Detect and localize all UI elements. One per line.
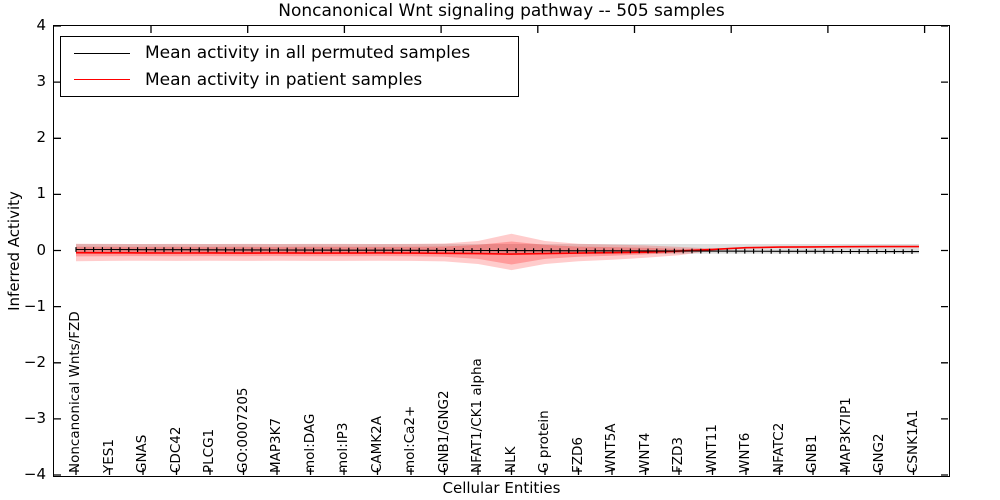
x-tick-label: MAP3K7 [268, 417, 284, 473]
y-tick-label: −4 [23, 465, 46, 483]
legend-label: Mean activity in all permuted samples [145, 43, 471, 64]
y-tick-label: −3 [23, 408, 46, 427]
x-tick-label: G protein [536, 410, 552, 473]
x-tick-label: CAMK2A [368, 416, 385, 473]
x-tick-label: NFAT1/CK1 alpha [469, 358, 485, 473]
legend-item-permuted: Mean activity in all permuted samples [74, 43, 518, 63]
x-tick-label: FZD3 [670, 437, 686, 473]
patient-sample-inner-range-band [76, 241, 919, 265]
x-tick-label: CSNK1A1 [904, 409, 921, 473]
x-tick-label: GNG2 [871, 433, 887, 473]
y-tick-label: 4 [36, 16, 46, 34]
y-tick-label: 1 [36, 184, 46, 203]
x-tick-label: WNT5A [603, 423, 619, 473]
y-tick-label: 3 [36, 72, 46, 91]
x-tick-label: GO:0007205 [234, 387, 251, 473]
y-tick-label: −2 [23, 352, 46, 371]
x-tick-label: PLCG1 [201, 428, 217, 473]
plot-area [53, 25, 950, 477]
x-tick-label: GNB1 [804, 434, 820, 473]
x-tick-label: NLK [502, 446, 519, 473]
x-tick-label: GNB1/GNG2 [435, 390, 452, 473]
x-tick-label: YES1 [100, 439, 117, 473]
x-tick-label: Noncanonical Wnts/FZD [67, 311, 83, 473]
x-tick-label: NFATC2 [770, 422, 787, 473]
axis-ticks [54, 25, 948, 476]
legend: Mean activity in all permuted samples Me… [60, 36, 519, 97]
y-tick-label: −1 [23, 296, 46, 315]
legend-item-patient: Mean activity in patient samples [74, 70, 518, 90]
x-tick-label: GNAS [134, 434, 150, 473]
permuted-mean-markers [75, 247, 913, 254]
chart-canvas [54, 25, 948, 476]
y-tick-label: 2 [36, 128, 46, 147]
x-tick-label: WNT11 [703, 424, 720, 473]
chart-title: Noncanonical Wnt signaling pathway -- 50… [278, 1, 725, 21]
x-tick-label: CDC42 [167, 426, 184, 473]
legend-line-sample-black [74, 52, 130, 54]
legend-label: Mean activity in patient samples [145, 69, 423, 90]
patient-sample-outer-range-band [76, 233, 919, 271]
x-tick-label: mol:IP3 [335, 422, 351, 473]
permuted-mean-line [76, 248, 919, 253]
y-tick-label: 0 [36, 240, 46, 259]
legend-line-sample-red [74, 79, 130, 81]
x-tick-label: WNT6 [737, 432, 753, 473]
x-tick-label: FZD6 [569, 437, 586, 473]
x-axis-title: Cellular Entities [442, 479, 561, 497]
patient-mean-line [75, 245, 919, 255]
x-tick-label: mol:Ca2+ [402, 405, 418, 473]
x-tick-label: WNT4 [636, 432, 653, 473]
x-tick-label: MAP3K7IP1 [837, 397, 854, 473]
x-tick-label: mol:DAG [301, 413, 318, 473]
